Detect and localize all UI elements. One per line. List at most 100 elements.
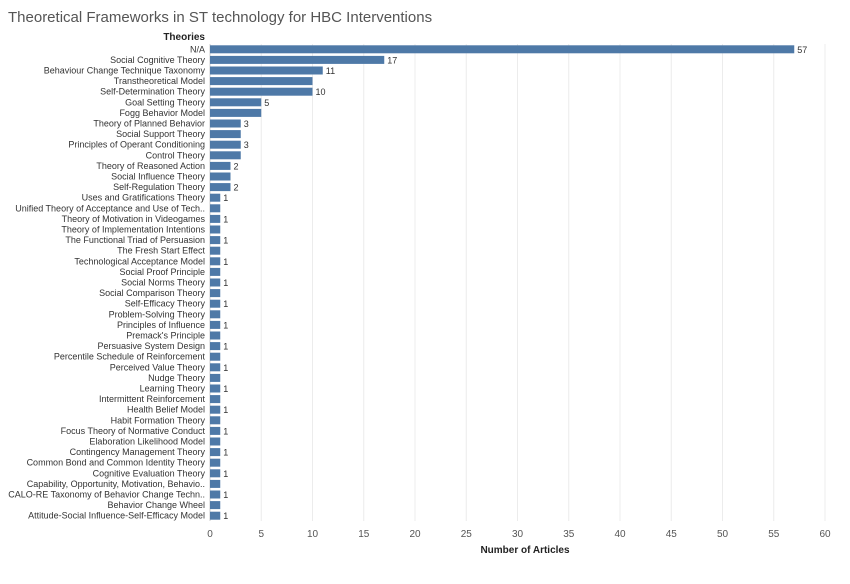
- bar: [210, 140, 241, 149]
- data-label: 1: [223, 236, 228, 246]
- category-label: Fogg Behavior Model: [119, 108, 205, 118]
- bar: [210, 426, 221, 435]
- category-label: Control Theory: [146, 150, 206, 160]
- bar: [210, 183, 231, 192]
- x-tick-label: 50: [717, 529, 729, 540]
- data-label: 1: [223, 193, 228, 203]
- category-label: The Fresh Start Effect: [117, 246, 205, 256]
- bar: [210, 299, 221, 308]
- bar: [210, 66, 323, 75]
- bar: [210, 151, 241, 160]
- data-label: 2: [234, 161, 239, 171]
- category-label: Principles of Operant Conditioning: [68, 140, 205, 150]
- category-label: Theory of Implementation Intentions: [61, 225, 205, 235]
- data-label: 1: [223, 426, 228, 436]
- bar: [210, 77, 313, 86]
- bar: [210, 416, 221, 425]
- bar: [210, 331, 221, 340]
- gridlines: [209, 44, 826, 521]
- data-label: 2: [234, 183, 239, 193]
- bar: [210, 204, 221, 213]
- category-label: Premack's Principle: [126, 331, 205, 341]
- x-tick-label: 0: [207, 529, 213, 540]
- data-label: 57: [797, 45, 807, 55]
- data-label: 1: [223, 278, 228, 288]
- category-label: Common Bond and Common Identity Theory: [27, 458, 206, 468]
- category-label: Technological Acceptance Model: [74, 256, 205, 266]
- category-label: Self-Regulation Theory: [113, 182, 205, 192]
- bar: [210, 246, 221, 255]
- bar: [210, 437, 221, 446]
- bar: [210, 87, 313, 96]
- bar: [210, 108, 262, 117]
- category-label: Attitude-Social Influence-Self-Efficacy …: [28, 511, 205, 521]
- category-label: Uses and Gratifications Theory: [82, 193, 206, 203]
- category-label: N/A: [190, 44, 205, 54]
- bar: [210, 119, 241, 128]
- bar: [210, 225, 221, 234]
- bars: [210, 45, 795, 520]
- category-label: Social Influence Theory: [111, 172, 205, 182]
- data-label: 1: [223, 448, 228, 458]
- category-label: Transtheoretical Model: [114, 76, 205, 86]
- data-label: 1: [223, 511, 228, 521]
- bar: [210, 511, 221, 520]
- category-label: Intermittent Reinforcement: [99, 394, 206, 404]
- category-label: Cognitive Evaluation Theory: [93, 468, 206, 478]
- x-tick-label: 25: [461, 529, 473, 540]
- bar: [210, 363, 221, 372]
- x-axis-ticks: 0 5 10 15 20 25 30 35 40 45 50 55 60: [207, 529, 831, 540]
- category-label: Theory of Planned Behavior: [93, 119, 205, 129]
- bar: [210, 373, 221, 382]
- x-tick-label: 30: [512, 529, 524, 540]
- x-tick-label: 10: [307, 529, 319, 540]
- x-axis-title: Number of Articles: [480, 545, 570, 556]
- bar: [210, 257, 221, 266]
- category-label: Unified Theory of Acceptance and Use of …: [15, 203, 205, 213]
- bar: [210, 214, 221, 223]
- bar: [210, 490, 221, 499]
- category-label: Behaviour Change Technique Taxonomy: [44, 66, 206, 76]
- x-tick-label: 20: [409, 529, 421, 540]
- bar: [210, 161, 231, 170]
- category-label: Persuasive System Design: [97, 341, 205, 351]
- bar: [210, 98, 262, 107]
- category-label: Social Norms Theory: [121, 278, 205, 288]
- bar: [210, 193, 221, 202]
- category-label: Learning Theory: [140, 384, 206, 394]
- x-tick-label: 35: [563, 529, 575, 540]
- data-label: 3: [244, 140, 249, 150]
- data-label: 1: [223, 384, 228, 394]
- data-label: 1: [223, 257, 228, 267]
- bar: [210, 320, 221, 329]
- category-label: Social Proof Principle: [119, 267, 205, 277]
- data-label: 5: [264, 98, 269, 108]
- x-tick-label: 40: [614, 529, 626, 540]
- x-tick-label: 60: [819, 529, 831, 540]
- x-tick-label: 15: [358, 529, 370, 540]
- category-label: Theory of Motivation in Videogames: [62, 214, 206, 224]
- bar: [210, 278, 221, 287]
- bar: [210, 395, 221, 404]
- category-label: Goal Setting Theory: [125, 97, 205, 107]
- data-label: 1: [223, 490, 228, 500]
- category-label: Self-Efficacy Theory: [125, 299, 206, 309]
- bar: [210, 352, 221, 361]
- category-label: Principles of Influence: [117, 320, 205, 330]
- category-label: Nudge Theory: [148, 373, 205, 383]
- data-label: 17: [387, 55, 397, 65]
- row-header: Theories: [163, 32, 205, 43]
- bar: [210, 267, 221, 276]
- bar: [210, 236, 221, 245]
- data-label: 1: [223, 342, 228, 352]
- category-label: Social Support Theory: [116, 129, 205, 139]
- category-label: Problem-Solving Theory: [109, 309, 206, 319]
- bar: [210, 310, 221, 319]
- x-tick-label: 45: [666, 529, 678, 540]
- bar: [210, 448, 221, 457]
- category-label: Social Cognitive Theory: [110, 55, 205, 65]
- category-label: Perceived Value Theory: [110, 362, 206, 372]
